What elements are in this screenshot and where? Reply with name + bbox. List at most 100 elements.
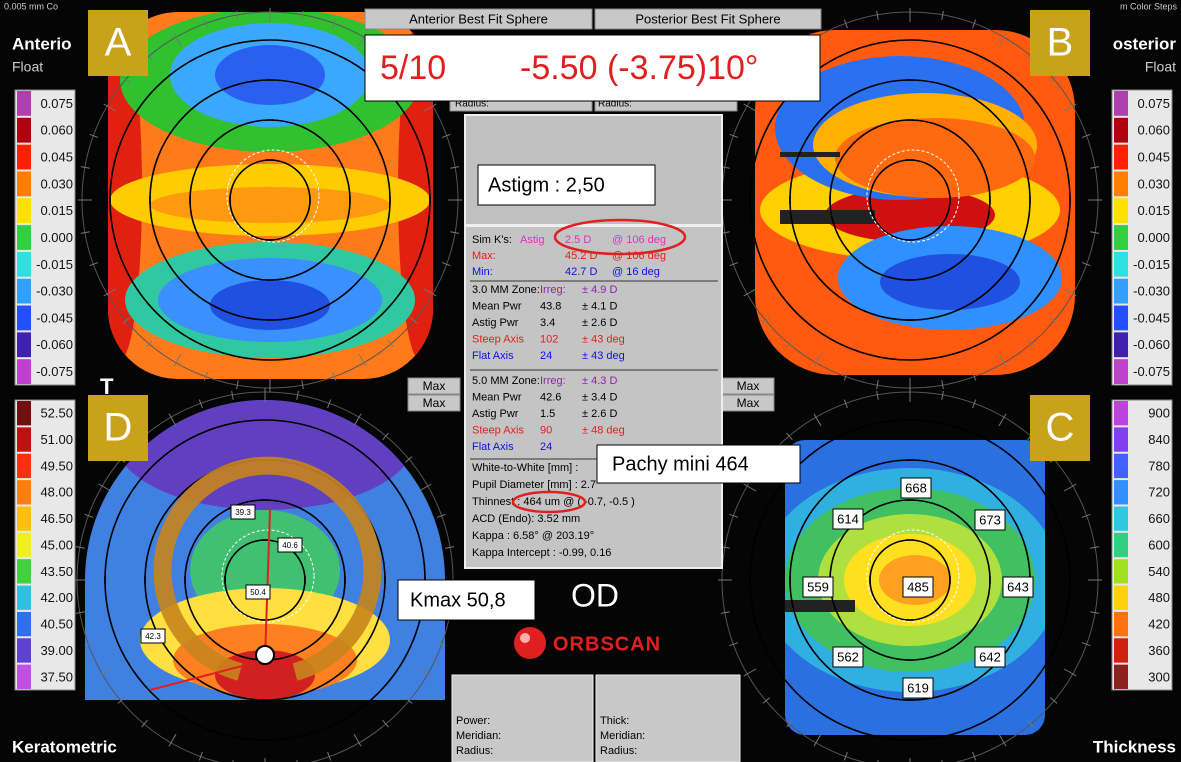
- scale-swatch: [17, 198, 31, 224]
- scale-swatch: [17, 144, 31, 170]
- tick: [84, 642, 94, 647]
- info-label: Power:: [456, 715, 490, 727]
- point-box: [277, 537, 303, 553]
- tick: [1081, 133, 1091, 138]
- tick: [409, 317, 418, 324]
- logo-mark: [514, 627, 546, 659]
- tick: [762, 317, 771, 324]
- thickness-value: 642: [979, 649, 1001, 664]
- info-box: [595, 674, 741, 762]
- scale-swatch: [17, 611, 31, 637]
- button-label: Max: [737, 379, 760, 393]
- scale-label: 0.030: [1137, 176, 1170, 191]
- tick: [998, 353, 1007, 367]
- tick: [168, 413, 177, 427]
- tick: [382, 432, 389, 441]
- panel-text: Mean Pwr: [472, 391, 522, 403]
- scale-label: -0.075: [1133, 364, 1170, 379]
- tick: [843, 399, 848, 409]
- tick: [146, 339, 153, 348]
- panel-text: 3.0 MM Zone:: [472, 284, 540, 296]
- shadow-bar: [780, 152, 840, 157]
- refraction: -5.50 (-3.75)10°: [520, 49, 759, 87]
- scale-swatch: [17, 91, 31, 116]
- panel-text: ± 3.4 D: [582, 391, 617, 403]
- tick: [231, 390, 234, 400]
- thickness-value: 559: [807, 579, 829, 594]
- tick: [353, 413, 362, 427]
- tick: [998, 733, 1007, 747]
- tick: [75, 611, 85, 614]
- scale-swatch: [17, 401, 31, 426]
- tick: [358, 353, 367, 367]
- scale-label: -0.060: [1133, 337, 1170, 352]
- tick: [382, 719, 389, 728]
- tick: [1090, 231, 1100, 234]
- scale-label: 540: [1148, 564, 1170, 579]
- map-title: Keratometric: [12, 737, 117, 756]
- tick: [743, 483, 757, 492]
- panel-text: Astig Pwr: [472, 317, 519, 329]
- tick: [1049, 317, 1058, 324]
- map-letter: A: [105, 21, 132, 65]
- scale-label: 0.000: [1137, 230, 1170, 245]
- thickness-value: 668: [905, 480, 927, 495]
- scale-label: 39.00: [40, 643, 73, 658]
- highlight: [511, 490, 587, 514]
- panel-text: White-to-White [mm] :: [472, 462, 578, 474]
- button[interactable]: [407, 394, 461, 412]
- tick: [236, 380, 239, 390]
- scale-label: -0.030: [1133, 284, 1170, 299]
- tick: [296, 390, 299, 400]
- scale-label: -0.045: [1133, 310, 1170, 325]
- tick: [404, 456, 413, 463]
- scale-swatch: [17, 225, 31, 250]
- map-subtitle: Float: [12, 59, 43, 75]
- tick: [941, 10, 944, 20]
- tick: [1081, 513, 1091, 518]
- scale-swatch: [1114, 332, 1128, 358]
- axis-line: [149, 659, 266, 691]
- tick: [80, 231, 90, 234]
- tick: [236, 10, 239, 20]
- tick: [941, 390, 944, 400]
- tick: [813, 733, 822, 747]
- kmax-dot: [255, 645, 275, 665]
- scale-swatch: [1114, 278, 1128, 304]
- tick: [203, 371, 208, 381]
- tick: [353, 733, 362, 747]
- scale-label: 420: [1148, 617, 1170, 632]
- tick: [327, 399, 332, 409]
- scale-swatch: [17, 532, 31, 558]
- tick: [418, 483, 432, 492]
- point-box: [230, 504, 256, 520]
- point-box: [832, 508, 864, 530]
- panel-text: 102: [540, 333, 558, 345]
- button[interactable]: [407, 377, 461, 395]
- thickness-value: 619: [907, 680, 929, 695]
- info-label: Meridian:: [600, 730, 645, 742]
- tick: [1049, 76, 1058, 83]
- scale-swatch: [17, 664, 31, 689]
- scale-swatch: [17, 332, 31, 358]
- tick: [117, 697, 126, 704]
- scale-swatch: [1114, 453, 1128, 479]
- tick: [729, 642, 739, 647]
- keratometric-value: 50.4: [250, 588, 266, 597]
- scale-label: 0.030: [40, 176, 73, 191]
- tick: [84, 513, 94, 518]
- button[interactable]: [594, 8, 822, 30]
- tick: [423, 288, 437, 297]
- tick: [404, 697, 413, 704]
- button[interactable]: [364, 8, 593, 30]
- panel-text: ± 4.1 D: [582, 300, 617, 312]
- scale-label: 48.00: [40, 485, 73, 500]
- panel-text: @ 106 deg: [612, 234, 666, 246]
- info-label: Radius:: [456, 745, 493, 757]
- tick: [720, 611, 730, 614]
- tick: [103, 288, 117, 297]
- scale-label: 0.075: [40, 96, 73, 111]
- scale-swatch: [17, 251, 31, 277]
- scale-swatch: [17, 359, 31, 384]
